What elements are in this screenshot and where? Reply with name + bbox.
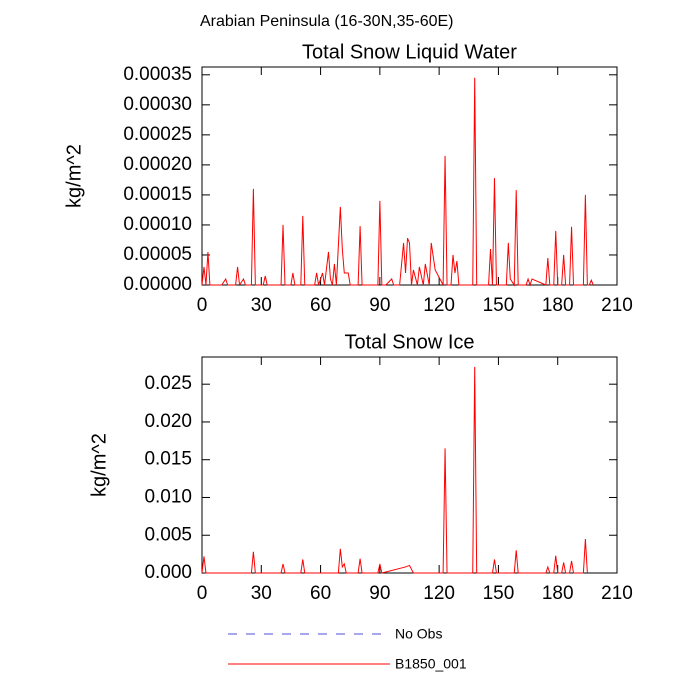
x-tick-label: 120 xyxy=(423,583,455,604)
x-tick-label: 210 xyxy=(601,583,633,604)
y-tick-label: 0.00030 xyxy=(123,94,192,115)
plot-frame xyxy=(201,66,618,286)
y-tick-label: 0.00005 xyxy=(123,244,192,265)
chart-title: Total Snow Liquid Water xyxy=(302,41,517,63)
x-tick-label: 0 xyxy=(197,295,208,316)
y-tick-label: 0.00035 xyxy=(123,64,192,85)
x-tick-label: 150 xyxy=(483,583,515,604)
x-tick-label: 60 xyxy=(310,583,331,604)
data-line xyxy=(201,77,594,287)
x-tick-label: 180 xyxy=(542,295,574,316)
x-tick-label: 180 xyxy=(542,583,574,604)
x-tick-label: 150 xyxy=(483,295,515,316)
x-tick-label: 60 xyxy=(310,295,331,316)
y-tick-label: 0.00025 xyxy=(123,124,192,145)
y-axis-label: kg/m^2 xyxy=(63,144,85,208)
y-tick-label: 0.00015 xyxy=(123,184,192,205)
x-tick-label: 90 xyxy=(369,295,390,316)
data-line xyxy=(201,366,588,574)
figure-title: Arabian Peninsula (16-30N,35-60E) xyxy=(200,13,453,30)
x-tick-label: 30 xyxy=(251,295,272,316)
y-tick-label: 0.010 xyxy=(144,486,192,507)
y-tick-label: 0.005 xyxy=(144,524,192,545)
y-tick-label: 0.00010 xyxy=(123,214,192,235)
x-tick-label: 120 xyxy=(423,295,455,316)
y-tick-label: 0.025 xyxy=(144,373,192,394)
y-tick-label: 0.00020 xyxy=(123,154,192,175)
legend-label: B1850_001 xyxy=(395,656,467,672)
x-tick-label: 210 xyxy=(601,295,633,316)
x-tick-label: 30 xyxy=(251,583,272,604)
x-tick-label: 0 xyxy=(197,583,208,604)
chart-title: Total Snow Ice xyxy=(344,331,474,353)
legend-label: No Obs xyxy=(395,626,442,642)
y-tick-label: 0.020 xyxy=(144,411,192,432)
x-tick-label: 90 xyxy=(369,583,390,604)
y-tick-label: 0.000 xyxy=(144,562,192,583)
y-tick-label: 0.00000 xyxy=(123,274,192,295)
plot-frame xyxy=(201,356,618,574)
y-axis-label: kg/m^2 xyxy=(88,433,110,497)
y-tick-label: 0.015 xyxy=(144,449,192,470)
